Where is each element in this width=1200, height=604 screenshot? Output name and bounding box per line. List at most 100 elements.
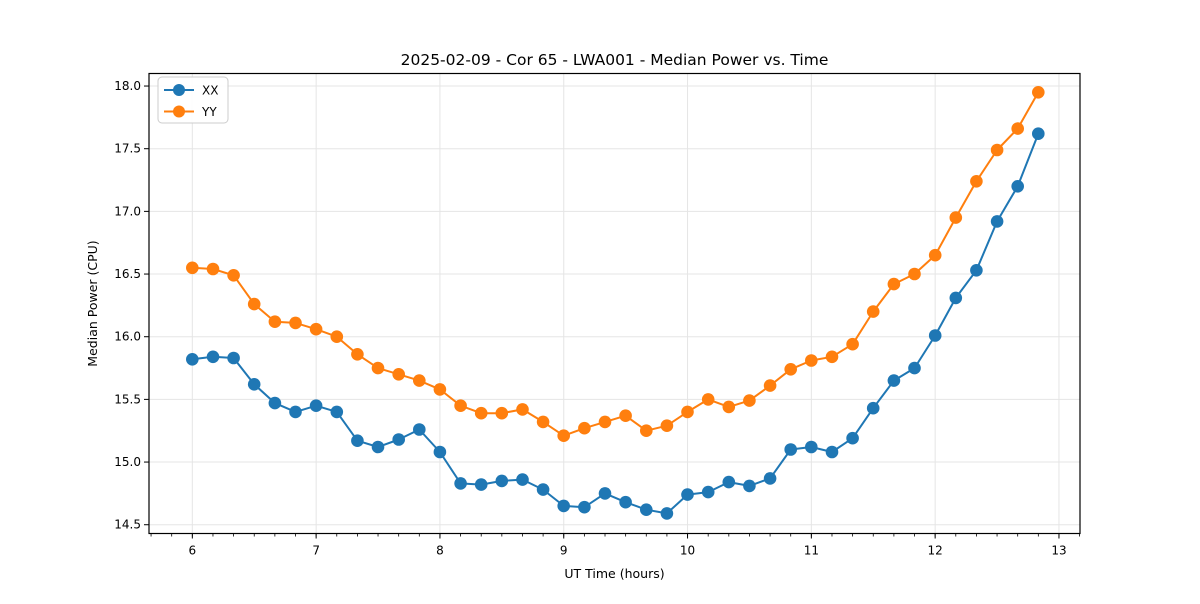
- data-point-xx: [206, 350, 220, 364]
- data-point-xx: [371, 440, 385, 454]
- data-point-yy: [763, 379, 777, 392]
- y-tick-label: 16.5: [114, 267, 141, 281]
- data-point-yy: [392, 368, 406, 381]
- data-point-yy: [351, 348, 364, 361]
- data-point-xx: [433, 445, 447, 459]
- data-point-xx: [784, 443, 797, 456]
- data-point-yy: [887, 277, 901, 291]
- y-tick-label: 15.5: [114, 392, 141, 406]
- x-tick-label: 9: [560, 544, 568, 558]
- data-point-xx: [970, 264, 983, 277]
- data-point-yy: [516, 403, 529, 416]
- legend-label-xx: XX: [202, 84, 218, 98]
- data-point-xx: [825, 445, 839, 459]
- data-point-yy: [846, 337, 859, 351]
- data-point-xx: [763, 472, 777, 485]
- data-point-yy: [990, 143, 1004, 157]
- plot-area: [149, 73, 1080, 534]
- data-point-yy: [536, 415, 550, 429]
- y-tick-label: 14.5: [114, 518, 141, 532]
- data-point-xx: [351, 434, 364, 448]
- data-point-xx: [866, 401, 880, 415]
- legend-marker: [173, 105, 185, 118]
- data-point-xx: [413, 423, 426, 436]
- data-point-yy: [495, 406, 509, 420]
- data-point-yy: [743, 394, 756, 407]
- data-point-xx: [722, 475, 736, 489]
- data-point-xx: [640, 503, 653, 516]
- y-tick-label: 16.0: [114, 330, 141, 344]
- data-point-yy: [908, 267, 921, 281]
- data-point-xx: [1011, 180, 1024, 193]
- data-point-yy: [206, 262, 220, 276]
- data-point-yy: [578, 421, 591, 435]
- data-point-xx: [887, 374, 901, 387]
- data-point-yy: [268, 315, 282, 329]
- y-axis-label: Median Power (CPU): [85, 240, 100, 366]
- data-point-yy: [701, 393, 715, 406]
- data-point-yy: [227, 269, 240, 282]
- data-point-xx: [227, 351, 240, 365]
- data-point-yy: [928, 248, 942, 262]
- data-point-xx: [247, 378, 261, 391]
- x-tick-label: 7: [312, 544, 320, 558]
- data-point-xx: [990, 215, 1004, 228]
- y-tick-label: 17.5: [114, 142, 141, 156]
- data-point-xx: [330, 405, 344, 419]
- x-tick-label: 8: [436, 544, 444, 558]
- data-point-xx: [1032, 127, 1045, 140]
- data-series: [186, 86, 1045, 520]
- data-point-xx: [701, 485, 715, 499]
- data-point-xx: [908, 361, 921, 375]
- data-point-xx: [454, 477, 467, 490]
- data-point-yy: [371, 361, 385, 375]
- chart-title: 2025-02-09 - Cor 65 - LWA001 - Median Po…: [401, 51, 829, 69]
- data-point-yy: [309, 322, 323, 336]
- data-point-yy: [598, 415, 612, 429]
- data-point-xx: [681, 488, 694, 501]
- data-point-yy: [784, 363, 797, 376]
- data-point-xx: [619, 495, 632, 509]
- series-yy: [186, 86, 1045, 443]
- y-tick-label: 18.0: [114, 79, 141, 93]
- data-point-yy: [866, 305, 880, 318]
- data-point-yy: [660, 419, 674, 433]
- data-point-yy: [825, 350, 839, 364]
- data-point-xx: [660, 507, 674, 520]
- data-point-xx: [598, 487, 612, 500]
- data-point-xx: [289, 405, 302, 419]
- data-point-xx: [268, 396, 282, 410]
- data-point-yy: [722, 400, 736, 414]
- data-point-yy: [557, 429, 570, 443]
- data-point-yy: [433, 383, 447, 396]
- x-tick-label: 12: [928, 544, 943, 558]
- series-xx: [186, 127, 1045, 520]
- data-point-yy: [949, 211, 963, 224]
- data-point-yy: [805, 354, 818, 367]
- data-point-xx: [392, 433, 406, 446]
- data-point-xx: [743, 479, 756, 493]
- legend-label-yy: YY: [201, 105, 217, 119]
- data-point-yy: [1011, 122, 1024, 135]
- x-tick-label: 13: [1051, 544, 1066, 558]
- data-point-yy: [619, 409, 632, 423]
- x-tick-label: 6: [189, 544, 197, 558]
- data-point-xx: [949, 291, 963, 305]
- data-point-xx: [495, 474, 509, 488]
- data-point-xx: [846, 431, 859, 445]
- plot-spines: [148, 72, 1081, 535]
- legend: XX YY: [157, 76, 229, 124]
- data-point-yy: [970, 175, 983, 188]
- data-point-yy: [186, 261, 199, 275]
- legend-marker: [173, 84, 185, 96]
- y-tick-label: 17.0: [114, 204, 141, 218]
- data-point-xx: [474, 478, 488, 491]
- data-point-xx: [578, 500, 591, 514]
- axis-ticks: 6 7 8 9 10 11 12 13 14.5 15.0 15.5 16.0 16.5 17.0 17.5…: [114, 79, 1080, 558]
- x-tick-label: 10: [680, 544, 695, 558]
- plot-border: [148, 72, 1081, 535]
- data-point-xx: [309, 399, 323, 413]
- data-point-yy: [413, 374, 426, 387]
- x-tick-label: 11: [804, 544, 819, 558]
